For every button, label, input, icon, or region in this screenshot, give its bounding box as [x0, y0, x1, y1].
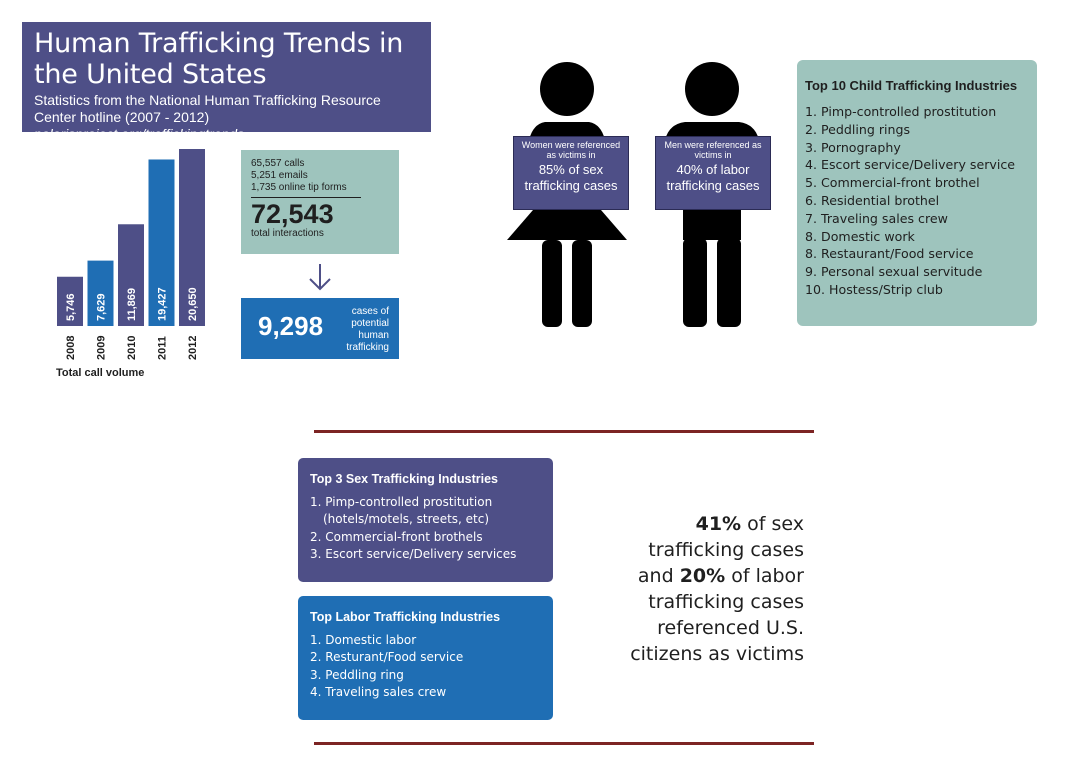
bar-2010: [118, 224, 144, 326]
bar-2011: [148, 159, 175, 326]
list-item: 1. Pimp-controlled prostitution: [805, 104, 997, 119]
men-stat-label: Men were referenced as victims in 40% of…: [655, 136, 771, 210]
cases-label: cases of potential human trafficking: [346, 306, 389, 353]
bar-value-label: 19,427: [157, 287, 169, 321]
citizens-stat: 41% of sex trafficking cases and 20% of …: [582, 511, 804, 667]
list-item: 2. Resturant/Food service: [310, 650, 464, 665]
chart-x-label: Total call volume: [56, 367, 145, 379]
stat-line-3: and 20% of labor: [582, 563, 804, 589]
stat-line-1: 41% of sex: [582, 511, 804, 537]
call-volume-bar-chart: 5,746 2008 7,629 2009 11,869 2010 19,427 2011 20…: [57, 149, 205, 360]
total-interactions-label: total interactions: [251, 228, 324, 239]
list-item: 8. Restaurant/Food service: [805, 246, 974, 262]
interactions-box: 65,557 calls 5,251 emails 1,735 online t…: [241, 150, 399, 254]
down-arrow-icon: [309, 264, 331, 291]
list-item: 8. Domestic work: [805, 228, 915, 244]
divider-bottom: [314, 742, 814, 745]
x-tick-label: 2010: [126, 336, 138, 360]
stat-text-3b: of labor: [731, 565, 804, 587]
list-item: 4. Traveling sales crew: [310, 685, 447, 700]
stat-line-4: trafficking cases: [648, 591, 804, 613]
child-industries-box: Top 10 Child Trafficking Industries 1. P…: [797, 60, 1037, 326]
divider-top: [314, 430, 814, 433]
page-subtitle: Statistics from the National Human Traff…: [34, 92, 419, 143]
bar-value-label: 20,650: [187, 287, 199, 321]
total-interactions-number: 72,543: [251, 199, 334, 229]
bar-2012: [179, 149, 205, 326]
list-item: 6. Residential brothel: [805, 192, 940, 208]
list-item: 3. Escort service/Delivery services: [310, 547, 517, 562]
child-industries-title: Top 10 Child Trafficking Industries: [805, 78, 1018, 93]
list-item: 2. Commercial-front brothels: [310, 529, 483, 544]
sex-industries-title: Top 3 Sex Trafficking Industries: [310, 472, 499, 486]
list-item: 2. Peddling rings: [805, 121, 911, 137]
men-stat-value: 40% of labor trafficking cases: [666, 162, 760, 193]
x-tick-label: 2009: [96, 336, 108, 360]
women-stat-value: 85% of sex trafficking cases: [524, 162, 618, 193]
list-item: 10. Hostess/Strip club: [805, 281, 943, 297]
women-stat-intro: Women were referenced as victims in: [521, 140, 621, 160]
labor-percent: 20%: [679, 565, 726, 587]
x-tick-label: 2012: [187, 336, 199, 360]
list-item: 9. Personal sexual servitude: [805, 264, 983, 280]
title-banner: Human Trafficking Trends in the United S…: [22, 22, 431, 142]
list-item: 7. Traveling sales crew: [805, 210, 948, 226]
sex-percent: 41%: [695, 513, 742, 535]
cases-box: 9,298 cases of potential human trafficki…: [241, 298, 399, 359]
stat-text-3: and: [637, 565, 674, 587]
page-title: Human Trafficking Trends in the United S…: [34, 28, 404, 90]
subtitle-text: Statistics from the National Human Traff…: [34, 92, 381, 125]
tips-count: 1,735 online tip forms: [251, 182, 347, 193]
men-stat-intro: Men were referenced as victims in: [664, 140, 762, 160]
x-tick-label: 2008: [65, 336, 77, 360]
bar-value-label: 5,746: [65, 293, 77, 321]
women-stat-label: Women were referenced as victims in 85% …: [513, 136, 629, 210]
stat-text-1: of sex: [747, 513, 804, 535]
list-item: 1. Domestic labor: [310, 633, 417, 647]
sex-industries-box: Top 3 Sex Trafficking Industries 1. Pimp…: [298, 458, 553, 582]
stat-line-5: referenced U.S.: [657, 617, 804, 639]
list-item: 3. Pornography: [805, 139, 901, 155]
stat-line-2: trafficking cases: [648, 539, 804, 561]
x-tick-label: 2011: [157, 336, 169, 360]
labor-industries-box: Top Labor Trafficking Industries 1. Dome…: [298, 596, 553, 720]
emails-count: 5,251 emails: [251, 170, 308, 181]
list-item: (hotels/motels, streets, etc): [323, 512, 490, 527]
bar-2008: [57, 276, 83, 326]
bar-value-label: 11,869: [126, 288, 138, 321]
source-url: polarisproject.org/traffickingtrends: [34, 126, 245, 142]
list-item: 4. Escort service/Delivery service: [805, 157, 1016, 173]
bar-value-label: 7,629: [96, 293, 108, 321]
cases-number: 9,298: [258, 311, 324, 341]
list-item: 3. Peddling ring: [310, 667, 404, 682]
sum-rule: [251, 197, 361, 198]
bar-2009: [87, 260, 114, 326]
calls-count: 65,557 calls: [251, 158, 305, 169]
stat-line-6: citizens as victims: [630, 643, 804, 665]
list-item: 5. Commercial-front brothel: [805, 175, 980, 191]
labor-industries-title: Top Labor Trafficking Industries: [310, 610, 501, 624]
list-item: 1. Pimp-controlled prostitution: [310, 495, 493, 509]
